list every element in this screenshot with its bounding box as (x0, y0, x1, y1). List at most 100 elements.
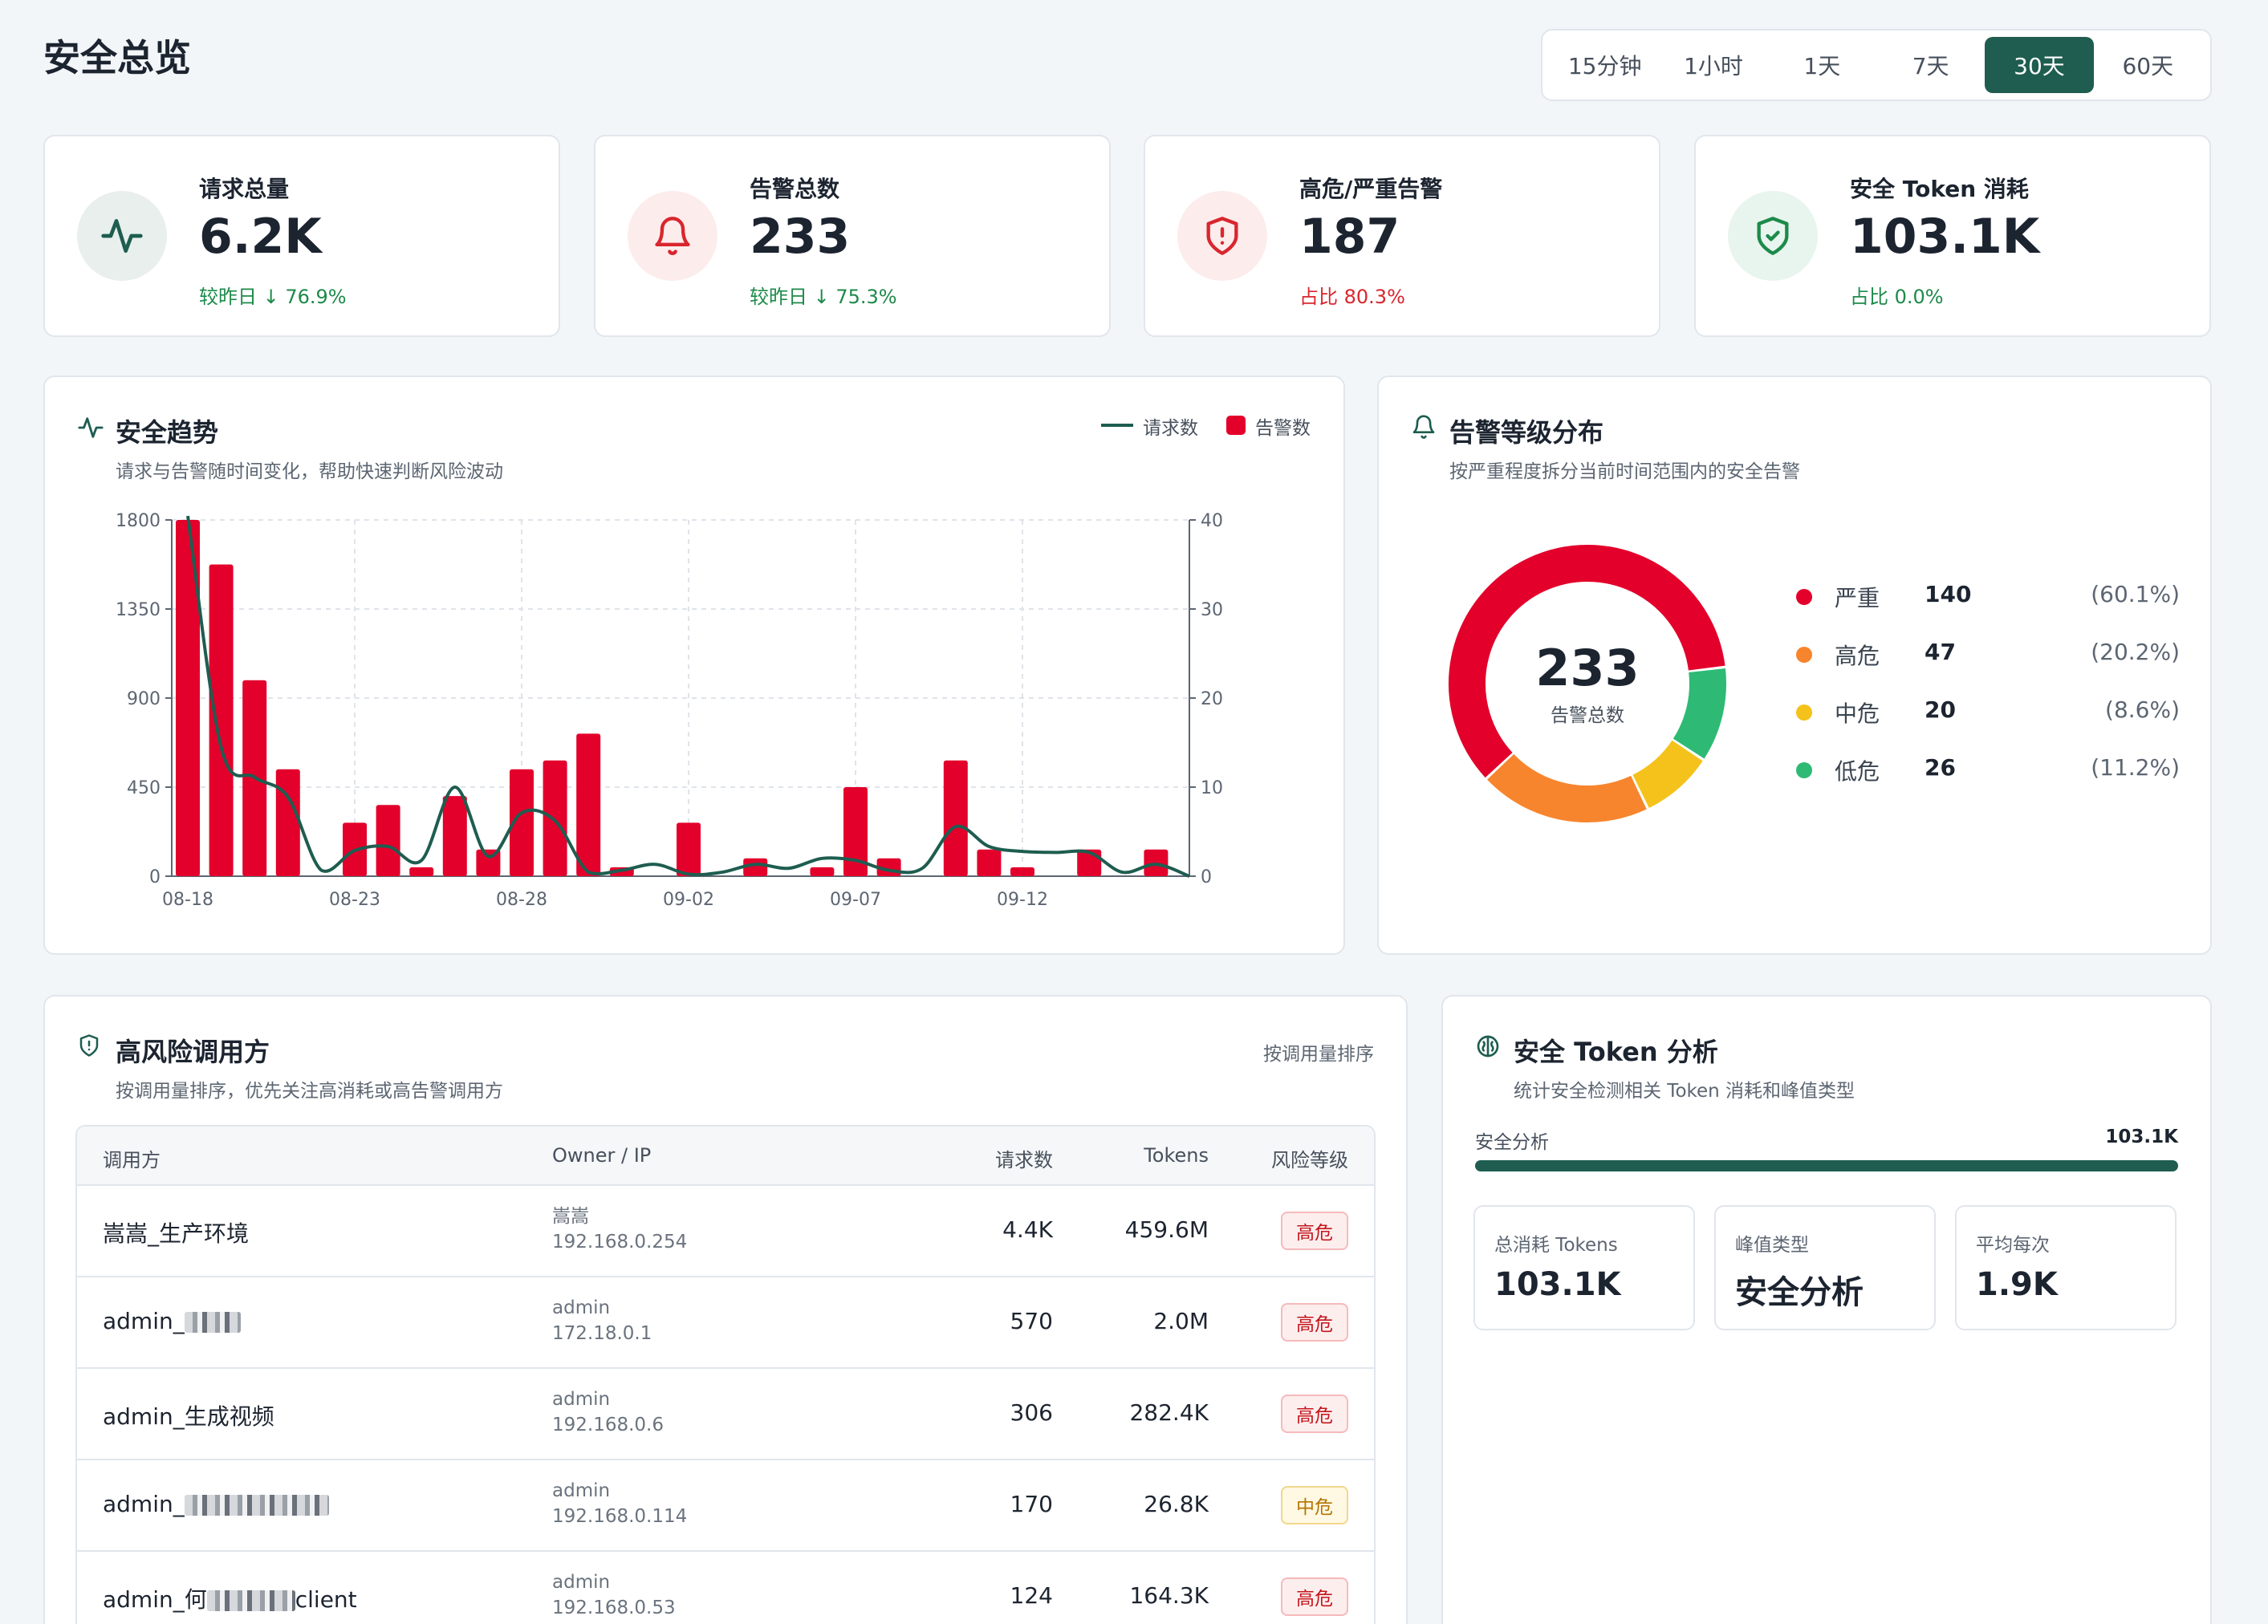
kpi-label: 高危/严重告警 (1299, 176, 1443, 202)
token-count: 282.4K (1129, 1399, 1209, 1426)
brain-icon (1475, 1033, 1501, 1062)
owner: 嵩嵩 (552, 1206, 589, 1227)
alert-bar (510, 769, 534, 876)
caller-name: admin_何 client (103, 1586, 357, 1613)
risk-badge: 高危 (1281, 1303, 1348, 1342)
kpi-ratio: 占比 0.0% (1850, 286, 1944, 308)
stat-peak-type: 峰值类型 安全分析 (1714, 1205, 1936, 1330)
legend-dot (1796, 704, 1812, 721)
caller-name: 嵩嵩_生产环境 (103, 1220, 250, 1247)
legend-name: 低危 (1835, 758, 1880, 785)
range-1d[interactable]: 1天 (1803, 53, 1841, 79)
y-right-tick: 10 (1201, 778, 1223, 798)
y-left-tick: 450 (127, 778, 161, 798)
range-60d[interactable]: 60天 (2122, 53, 2174, 79)
table-header: 调用方 Owner / IP 请求数 Tokens 风险等级 (77, 1127, 1374, 1186)
donut-slice (1632, 740, 1703, 808)
stat-value: 103.1K (1494, 1266, 1621, 1303)
activity-icon (77, 414, 104, 445)
alert-bar (543, 760, 567, 876)
trend-chart: 0 450 900 1350 1800 0 10 20 30 40 08-18 08-23 08-28 0… (116, 511, 1223, 910)
kpi-value: 103.1K (1850, 209, 2040, 265)
legend-item-critical: 严重 140 (60.1%) (1790, 579, 2180, 611)
token-subtitle: 统计安全检测相关 Token 消耗和峰值类型 (1514, 1081, 1855, 1102)
y-left-tick: 0 (149, 867, 161, 887)
callers-table: 调用方 Owner / IP 请求数 Tokens 风险等级 嵩嵩_生产环境 嵩… (75, 1125, 1376, 1624)
risk-badge: 高危 (1281, 1577, 1348, 1616)
alert-bar (209, 564, 234, 876)
y-right-tick: 30 (1201, 600, 1223, 620)
ip: 192.168.0.114 (552, 1506, 688, 1527)
risk-badge: 中危 (1281, 1486, 1348, 1525)
legend-line-label: 请求数 (1143, 418, 1198, 439)
alert-dist-title: 告警等级分布 (1449, 417, 1604, 448)
alert-bar (843, 787, 868, 876)
col-owner-ip: Owner / IP (552, 1144, 652, 1167)
caller-name: admin_生成视频 (103, 1403, 274, 1430)
donut-slice (1673, 668, 1726, 759)
caller-name: admin_ (103, 1491, 329, 1517)
x-tick: 09-07 (830, 890, 881, 910)
token-count: 26.8K (1144, 1491, 1209, 1517)
activity-icon (77, 191, 167, 281)
kpi-ratio: 占比 80.3% (1299, 286, 1405, 308)
range-7d[interactable]: 7天 (1912, 53, 1949, 79)
range-15m[interactable]: 15分钟 (1567, 53, 1642, 79)
y-right-tick: 40 (1201, 511, 1223, 531)
token-bar-track (1475, 1160, 2178, 1171)
range-1h[interactable]: 1小时 (1684, 53, 1743, 79)
table-row[interactable]: admin_何 client admin 192.168.0.53 124 164… (77, 1552, 1374, 1624)
kpi-change: 较昨日 ↓ 75.3% (750, 286, 897, 308)
table-row[interactable]: admin_ admin 172.18.0.1 570 2.0M 高危 (77, 1277, 1374, 1369)
token-bar-fill (1475, 1160, 2178, 1171)
alert-dist-subtitle: 按严重程度拆分当前时间范围内的安全告警 (1449, 461, 1800, 482)
page-title: 安全总览 (43, 36, 191, 79)
y-left-tick: 1800 (116, 511, 161, 531)
x-tick: 09-12 (997, 890, 1048, 910)
legend-value: 20 (1925, 696, 1956, 723)
stat-value: 1.9K (1976, 1266, 2058, 1303)
request-count: 306 (1010, 1399, 1053, 1426)
alert-bar (943, 760, 968, 876)
alert-bar (743, 858, 768, 876)
legend-bar-label: 告警数 (1255, 418, 1311, 439)
high-risk-callers-card: 高风险调用方 按调用量排序，优先关注高消耗或高告警调用方 按调用量排序 (43, 995, 1408, 1624)
callers-subtitle: 按调用量排序，优先关注高消耗或高告警调用方 (116, 1081, 503, 1102)
legend-value: 140 (1925, 581, 1972, 607)
request-count: 170 (1010, 1491, 1053, 1517)
token-bar-value: 103.1K (2105, 1127, 2178, 1147)
alert-bar (176, 520, 200, 876)
stat-total-tokens: 总消耗 Tokens 103.1K (1473, 1205, 1695, 1330)
request-count: 124 (1010, 1582, 1053, 1609)
legend-line-swatch (1101, 424, 1133, 427)
legend-bar-swatch (1226, 416, 1246, 435)
legend-percent: (60.1%) (2091, 581, 2180, 607)
request-count: 4.4K (1002, 1216, 1053, 1243)
token-count: 2.0M (1153, 1308, 1209, 1334)
legend-percent: (8.6%) (2105, 696, 2180, 723)
owner: admin (552, 1297, 611, 1318)
trend-title: 安全趋势 (116, 417, 219, 448)
legend-dot (1796, 762, 1812, 778)
token-count: 459.6M (1124, 1216, 1209, 1243)
trend-card: 安全趋势 请求与告警随时间变化，帮助快速判断风险波动 请求数 告警数 0 450 9… (43, 376, 1345, 955)
stat-label: 平均每次 (1976, 1235, 2050, 1256)
kpi-value: 6.2K (199, 209, 322, 265)
table-row[interactable]: admin_生成视频 admin 192.168.0.6 306 282.4K … (77, 1369, 1374, 1460)
donut-slice (1449, 545, 1725, 778)
sort-by-requests[interactable]: 按调用量排序 (1263, 1044, 1374, 1065)
severity-donut (1449, 545, 1726, 822)
x-tick: 08-18 (162, 890, 213, 910)
request-line (186, 515, 1190, 878)
range-30d[interactable]: 30天 (1985, 37, 2094, 93)
y-right-tick: 0 (1201, 867, 1212, 887)
table-row[interactable]: 嵩嵩_生产环境 嵩嵩 192.168.0.254 4.4K 459.6M 高危 (77, 1186, 1374, 1277)
legend-percent: (11.2%) (2091, 754, 2180, 781)
alert-bar (442, 796, 467, 876)
token-bar-label: 安全分析 (1475, 1132, 1549, 1153)
alert-bar (409, 867, 434, 876)
ip: 192.168.0.254 (552, 1232, 688, 1253)
table-row[interactable]: admin_ admin 192.168.0.114 170 26.8K 中危 (77, 1460, 1374, 1552)
legend-dot (1796, 647, 1812, 663)
col-tokens: Tokens (1144, 1144, 1209, 1167)
